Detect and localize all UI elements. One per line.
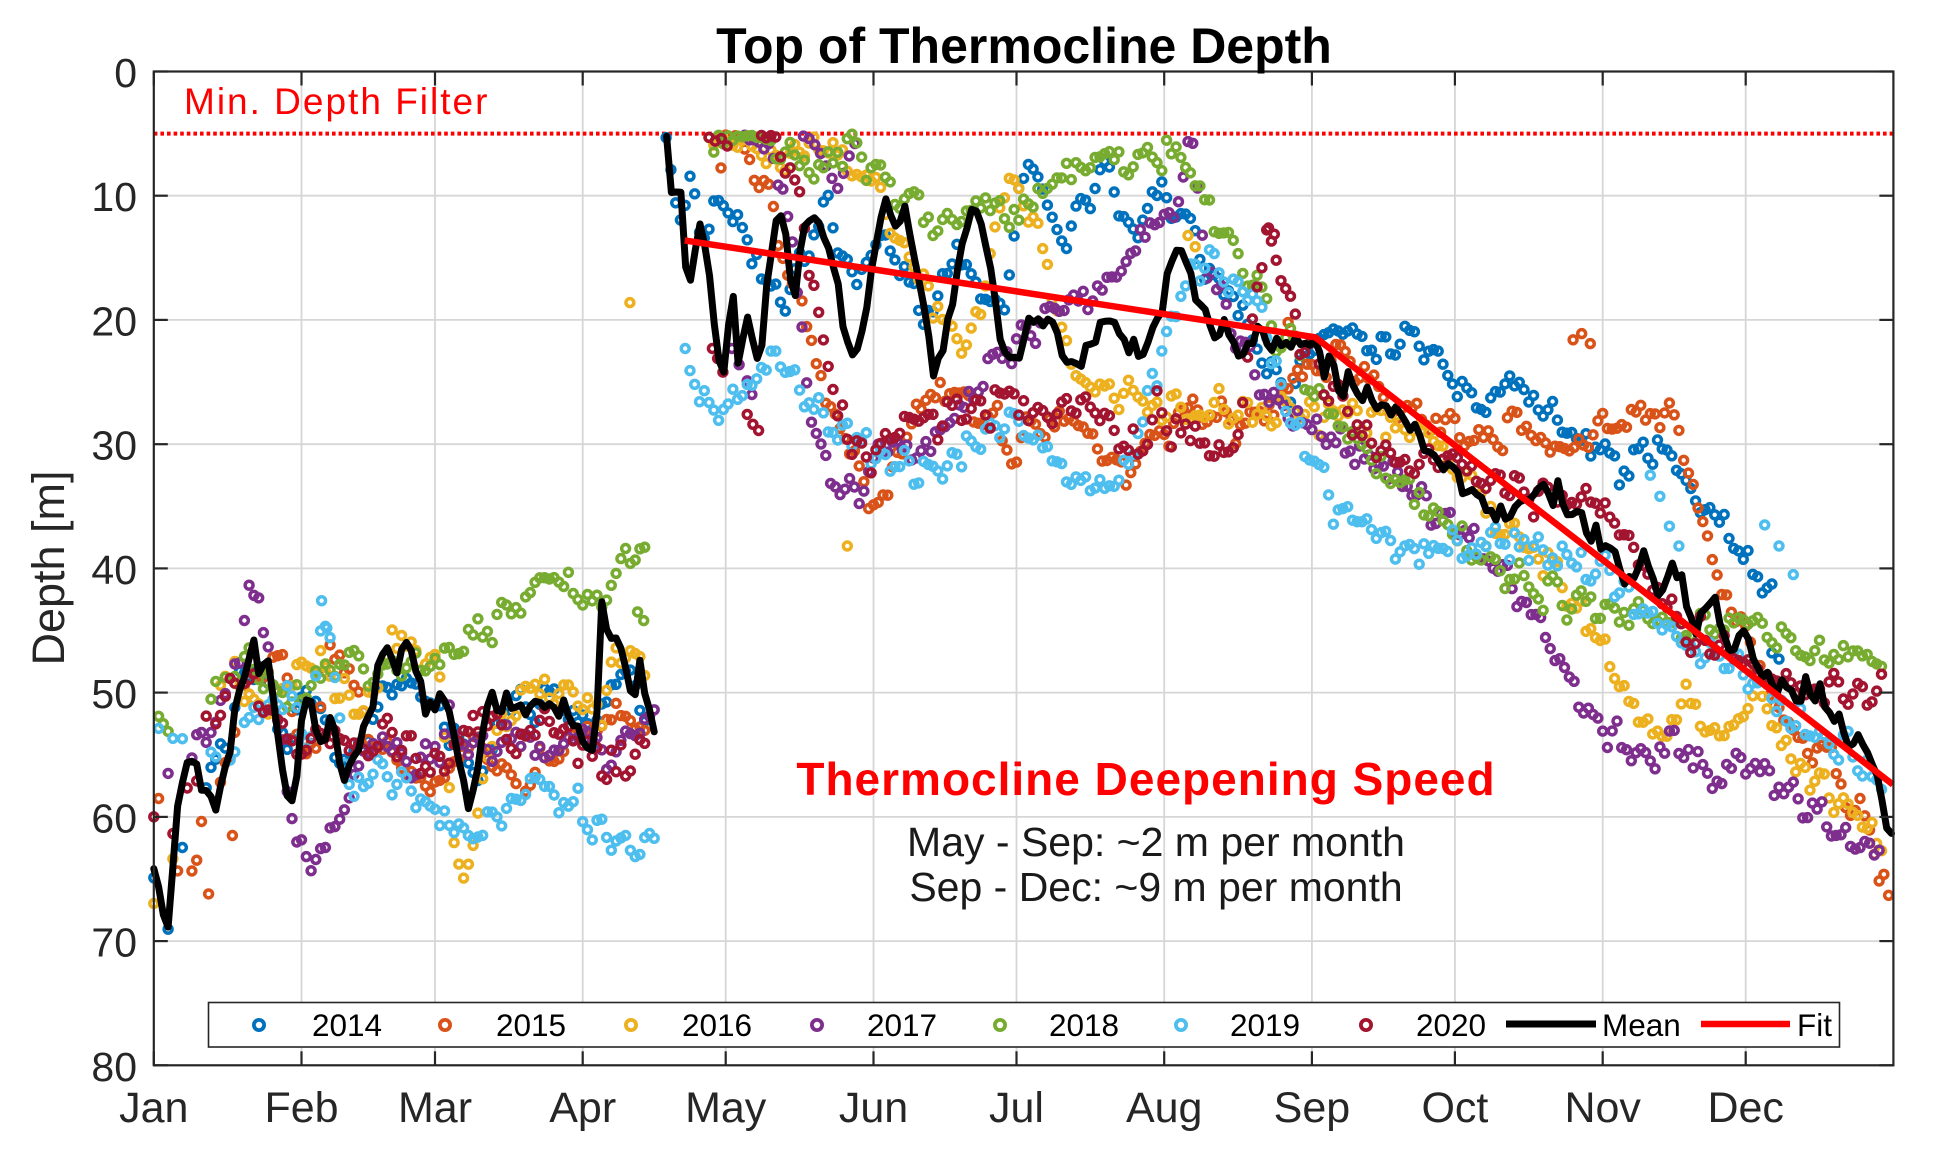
svg-text:Mar: Mar [398,1084,472,1132]
svg-text:Aug: Aug [1126,1084,1203,1132]
svg-text:Dec: Dec [1707,1084,1783,1132]
svg-text:May - Sep: ~2 m per month: May - Sep: ~2 m per month [907,819,1405,865]
svg-text:2014: 2014 [312,1007,382,1043]
svg-text:10: 10 [91,174,137,220]
svg-text:Jun: Jun [839,1084,908,1132]
svg-text:Jan: Jan [119,1084,188,1132]
svg-text:60: 60 [91,795,137,841]
svg-text:Fit: Fit [1797,1007,1832,1043]
svg-text:50: 50 [91,671,137,717]
svg-text:Min. Depth Filter: Min. Depth Filter [184,81,489,122]
svg-text:Top of Thermocline Depth: Top of Thermocline Depth [716,18,1332,74]
svg-text:30: 30 [91,423,137,469]
svg-text:May: May [685,1084,767,1132]
svg-text:Thermocline Deepening Speed: Thermocline Deepening Speed [796,753,1495,805]
svg-text:80: 80 [91,1044,137,1090]
svg-text:Jul: Jul [989,1084,1044,1132]
svg-text:2016: 2016 [682,1007,752,1043]
svg-text:Depth [m]: Depth [m] [23,470,74,665]
svg-text:2018: 2018 [1049,1007,1119,1043]
svg-text:2020: 2020 [1416,1007,1486,1043]
svg-text:Sep - Dec: ~9 m per month: Sep - Dec: ~9 m per month [909,864,1402,910]
svg-text:20: 20 [91,298,137,344]
svg-text:70: 70 [91,920,137,966]
svg-text:0: 0 [114,50,137,96]
svg-text:40: 40 [91,547,137,593]
svg-text:Feb: Feb [264,1084,338,1132]
svg-text:2017: 2017 [867,1007,937,1043]
svg-text:2019: 2019 [1230,1007,1300,1043]
svg-text:Nov: Nov [1564,1084,1641,1132]
svg-text:2015: 2015 [496,1007,566,1043]
svg-text:Sep: Sep [1274,1084,1351,1132]
svg-text:Mean: Mean [1602,1007,1681,1043]
svg-text:Oct: Oct [1421,1084,1488,1132]
svg-text:Apr: Apr [549,1084,616,1132]
